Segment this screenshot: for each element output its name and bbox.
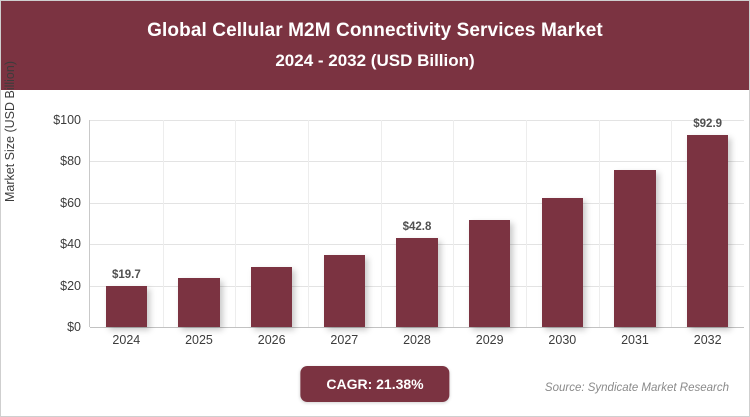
bar[interactable] — [541, 197, 583, 327]
bar-value-label: $92.9 — [693, 117, 723, 130]
gridline: $60 — [60, 196, 744, 210]
bar[interactable] — [614, 169, 656, 327]
plot-region: Market Size (USD Billion) $0 $20 $40 $60 $80… — [1, 60, 749, 416]
x-axis-tick-label: 2024 — [112, 333, 141, 347]
y-axis-tick-label: $40 — [60, 237, 81, 252]
chart-title-line-1: Global Cellular M2M Connectivity Service… — [147, 19, 603, 41]
vertical-gridline — [598, 120, 600, 327]
y-axis-tick-label: $20 — [60, 278, 81, 293]
bar-value-label: $19.7 — [111, 269, 141, 282]
gridline: $80 — [60, 154, 744, 168]
bar[interactable] — [396, 238, 438, 327]
bar-slot: 2030 — [526, 120, 599, 347]
gridline: $100 — [53, 113, 744, 127]
vertical-gridline — [308, 120, 309, 327]
bar[interactable] — [178, 277, 220, 327]
y-axis-label: Market Size (USD Billion) — [3, 60, 17, 202]
bar-slot: $92.9 2032 — [671, 117, 744, 347]
bar[interactable] — [323, 254, 365, 327]
x-axis-tick-label: 2030 — [548, 333, 577, 347]
vertical-gridline — [380, 120, 382, 327]
bar-slot: 2031 — [599, 120, 672, 347]
bar[interactable] — [251, 267, 293, 327]
bar-slot: $19.7 2024 — [90, 120, 163, 347]
vertical-gridline — [453, 120, 455, 327]
chart-header-banner: Global Cellular M2M Connectivity Service… — [1, 1, 749, 90]
cagr-badge: CAGR: 21.38% — [300, 366, 450, 402]
bar-slot: 2029 — [453, 120, 526, 347]
y-axis-tick-label: $60 — [60, 195, 81, 210]
source-attribution: Source: Syndicate Market Research — [544, 382, 729, 394]
x-axis-tick-label: 2028 — [403, 333, 431, 347]
bar-slot: $42.8 2028 — [381, 120, 454, 347]
bar[interactable] — [469, 220, 511, 327]
bar-slot: 2025 — [163, 120, 236, 347]
x-axis-tick-label: 2027 — [330, 333, 359, 347]
x-axis-tick-label: 2025 — [185, 333, 213, 347]
y-axis-tick-label: $100 — [53, 113, 81, 127]
plot-area: $0 $20 $40 $60 $80 $100 $19.7 2024 2025 2026 2027… — [53, 113, 744, 347]
x-axis-tick-label: 2032 — [693, 333, 722, 347]
vertical-gridline — [235, 120, 237, 327]
bar-slot: 2026 — [235, 120, 308, 347]
bar-slot: 2027 — [308, 120, 381, 347]
gridline: $0 — [67, 320, 744, 334]
chart-title-line-2: 2024 - 2032 (USD Billion) — [275, 50, 475, 70]
x-axis-tick-label: 2026 — [257, 333, 286, 347]
x-axis-tick-label: 2031 — [621, 333, 649, 347]
y-axis-tick-label: $80 — [60, 154, 81, 169]
y-axis-tick-label: $0 — [67, 320, 81, 334]
bar[interactable] — [687, 134, 729, 327]
bar[interactable] — [105, 286, 147, 327]
vertical-gridline — [671, 120, 673, 327]
vertical-gridline — [526, 120, 527, 327]
vertical-gridline — [162, 120, 164, 327]
bars-group: $19.7 2024 2025 2026 2027 $42.8 2028 2029 2030 20… — [90, 117, 744, 347]
x-axis-tick-label: 2029 — [475, 333, 504, 347]
bar-value-label: $42.8 — [402, 221, 432, 234]
